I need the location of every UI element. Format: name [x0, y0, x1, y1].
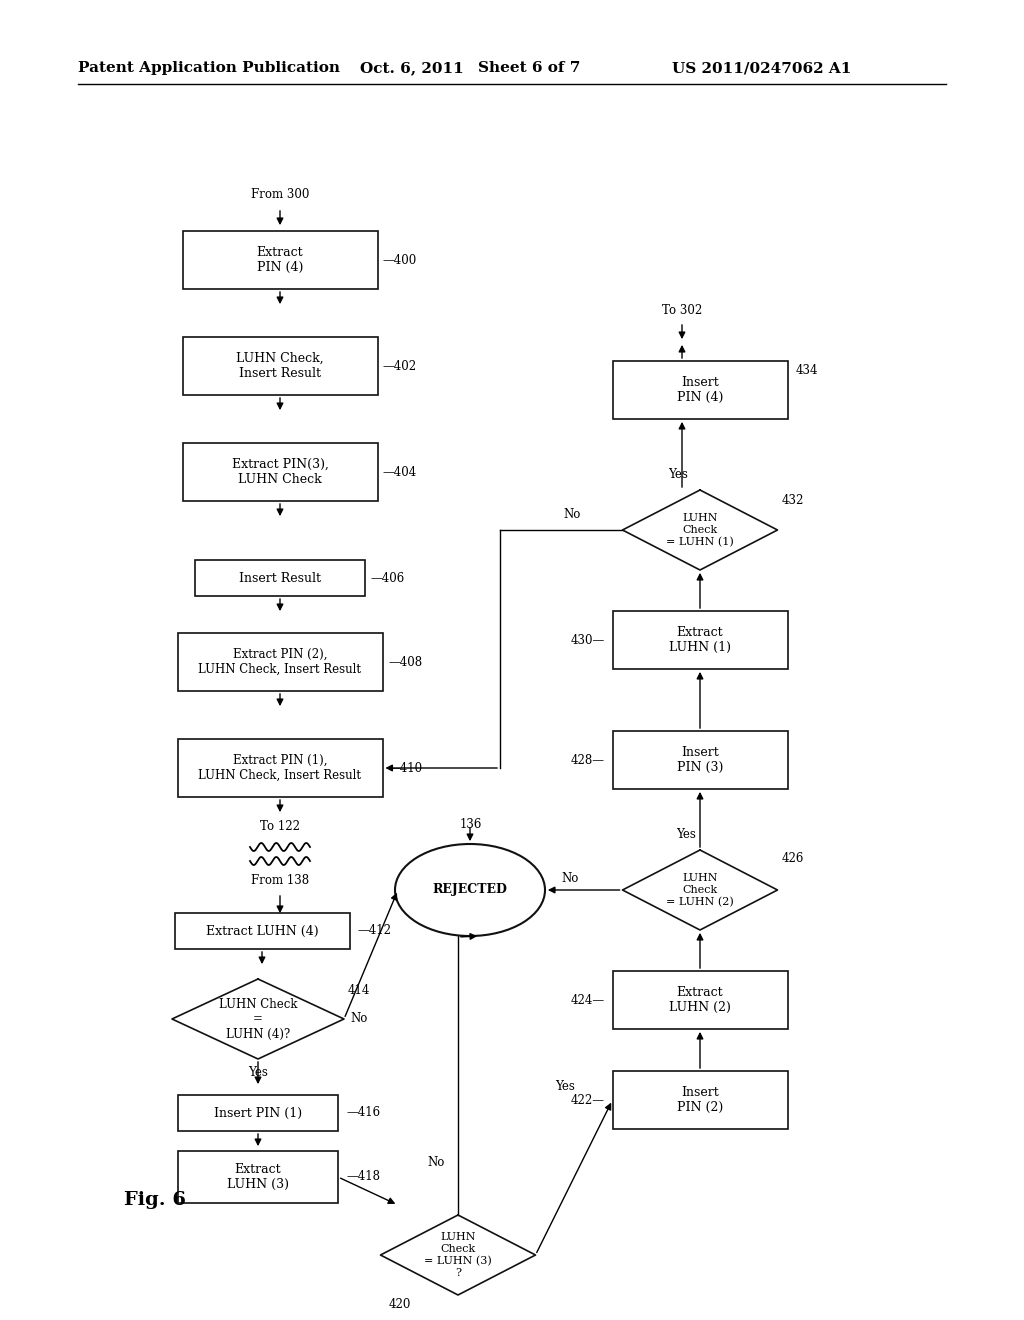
- Text: From 138: From 138: [251, 874, 309, 887]
- Text: —402: —402: [382, 359, 416, 372]
- Text: No: No: [564, 507, 582, 520]
- FancyBboxPatch shape: [178, 1096, 338, 1131]
- Text: —408: —408: [388, 656, 422, 668]
- Text: Sheet 6 of 7: Sheet 6 of 7: [478, 61, 581, 75]
- Text: LUHN Check
=
LUHN (4)?: LUHN Check = LUHN (4)?: [219, 998, 297, 1040]
- FancyBboxPatch shape: [174, 913, 349, 949]
- Text: —404: —404: [382, 466, 416, 479]
- Text: Patent Application Publication: Patent Application Publication: [78, 61, 340, 75]
- Text: Fig. 6: Fig. 6: [124, 1191, 186, 1209]
- Text: —410: —410: [388, 762, 422, 775]
- FancyBboxPatch shape: [177, 634, 383, 690]
- Text: Insert
PIN (2): Insert PIN (2): [677, 1086, 723, 1114]
- Text: Yes: Yes: [668, 467, 688, 480]
- Text: 422—: 422—: [570, 1093, 604, 1106]
- FancyBboxPatch shape: [612, 972, 787, 1030]
- Text: No: No: [427, 1156, 444, 1170]
- Text: REJECTED: REJECTED: [432, 883, 508, 896]
- Text: To 302: To 302: [662, 304, 702, 317]
- Text: 430—: 430—: [570, 634, 604, 647]
- Text: Extract PIN (1),
LUHN Check, Insert Result: Extract PIN (1), LUHN Check, Insert Resu…: [199, 754, 361, 781]
- Text: Extract LUHN (4): Extract LUHN (4): [206, 924, 318, 937]
- Text: LUHN
Check
= LUHN (1): LUHN Check = LUHN (1): [667, 513, 734, 546]
- Text: Extract
LUHN (2): Extract LUHN (2): [669, 986, 731, 1014]
- Text: 434: 434: [796, 363, 818, 376]
- Polygon shape: [623, 850, 777, 931]
- FancyBboxPatch shape: [177, 739, 383, 797]
- Text: —416: —416: [346, 1106, 380, 1119]
- FancyBboxPatch shape: [612, 731, 787, 789]
- Text: Insert PIN (1): Insert PIN (1): [214, 1106, 302, 1119]
- Text: From 300: From 300: [251, 189, 309, 202]
- Polygon shape: [381, 1214, 536, 1295]
- Text: US 2011/0247062 A1: US 2011/0247062 A1: [672, 61, 851, 75]
- Text: To 122: To 122: [260, 821, 300, 833]
- Text: Insert
PIN (4): Insert PIN (4): [677, 376, 723, 404]
- Text: No: No: [561, 871, 579, 884]
- Ellipse shape: [395, 843, 545, 936]
- Text: Yes: Yes: [248, 1067, 268, 1080]
- Text: 424—: 424—: [570, 994, 604, 1006]
- Text: —400: —400: [382, 253, 416, 267]
- Text: Extract
PIN (4): Extract PIN (4): [257, 246, 303, 275]
- Text: 136: 136: [460, 818, 482, 832]
- Text: 432: 432: [781, 494, 804, 507]
- Text: —418: —418: [346, 1171, 380, 1184]
- Text: Insert Result: Insert Result: [239, 572, 321, 585]
- Polygon shape: [623, 490, 777, 570]
- Polygon shape: [172, 979, 344, 1059]
- Text: LUHN Check,
Insert Result: LUHN Check, Insert Result: [237, 352, 324, 380]
- Text: 428—: 428—: [570, 754, 604, 767]
- Text: Extract
LUHN (1): Extract LUHN (1): [669, 626, 731, 653]
- Text: LUHN
Check
= LUHN (2): LUHN Check = LUHN (2): [667, 874, 734, 907]
- Text: Extract PIN(3),
LUHN Check: Extract PIN(3), LUHN Check: [231, 458, 329, 486]
- FancyBboxPatch shape: [195, 560, 365, 597]
- Text: No: No: [350, 1012, 368, 1026]
- FancyBboxPatch shape: [182, 337, 378, 395]
- Text: 420: 420: [388, 1299, 411, 1312]
- Text: Extract
LUHN (3): Extract LUHN (3): [227, 1163, 289, 1191]
- FancyBboxPatch shape: [612, 360, 787, 418]
- FancyBboxPatch shape: [612, 1071, 787, 1129]
- Text: Oct. 6, 2011: Oct. 6, 2011: [360, 61, 464, 75]
- Text: 414: 414: [348, 985, 371, 998]
- Text: —412: —412: [357, 924, 391, 937]
- FancyBboxPatch shape: [612, 611, 787, 669]
- FancyBboxPatch shape: [182, 444, 378, 502]
- Text: 426: 426: [781, 851, 804, 865]
- Text: Extract PIN (2),
LUHN Check, Insert Result: Extract PIN (2), LUHN Check, Insert Resu…: [199, 648, 361, 676]
- FancyBboxPatch shape: [182, 231, 378, 289]
- Text: LUHN
Check
= LUHN (3)
?: LUHN Check = LUHN (3) ?: [424, 1233, 492, 1278]
- Text: Insert
PIN (3): Insert PIN (3): [677, 746, 723, 774]
- Text: Yes: Yes: [676, 828, 696, 841]
- FancyBboxPatch shape: [178, 1151, 338, 1203]
- Text: Yes: Yes: [555, 1080, 575, 1093]
- Text: —406: —406: [370, 572, 404, 585]
